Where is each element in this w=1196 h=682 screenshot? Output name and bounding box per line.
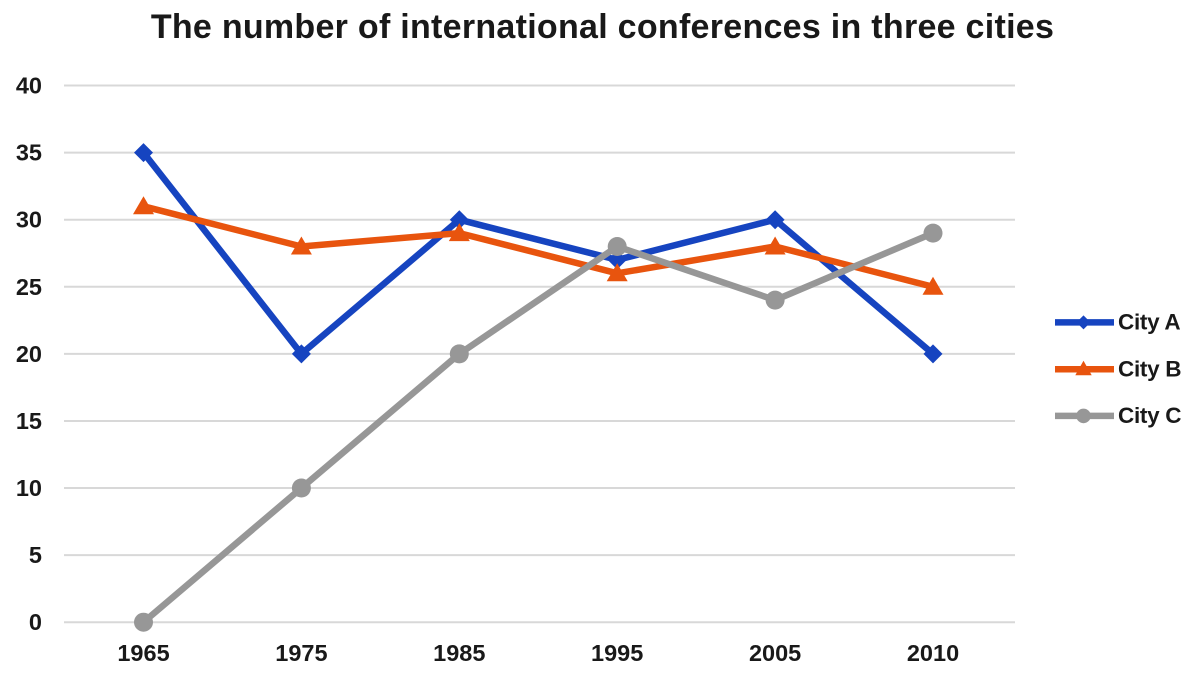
svg-text:City A: City A (1118, 310, 1180, 335)
svg-text:10: 10 (16, 475, 42, 501)
svg-text:25: 25 (16, 274, 42, 300)
svg-text:1975: 1975 (275, 640, 327, 666)
svg-text:40: 40 (16, 73, 42, 99)
svg-text:City B: City B (1118, 356, 1181, 381)
svg-text:The number of international co: The number of international conferences … (151, 8, 1054, 46)
svg-text:35: 35 (16, 140, 42, 166)
svg-text:City C: City C (1118, 403, 1181, 428)
svg-text:20: 20 (16, 341, 42, 367)
svg-text:5: 5 (29, 542, 42, 568)
svg-text:1965: 1965 (117, 640, 169, 666)
svg-text:2005: 2005 (749, 640, 801, 666)
svg-text:15: 15 (16, 408, 42, 434)
svg-text:30: 30 (16, 207, 42, 233)
svg-text:0: 0 (29, 609, 42, 635)
svg-text:1985: 1985 (433, 640, 485, 666)
svg-text:1995: 1995 (591, 640, 643, 666)
svg-text:2010: 2010 (907, 640, 959, 666)
